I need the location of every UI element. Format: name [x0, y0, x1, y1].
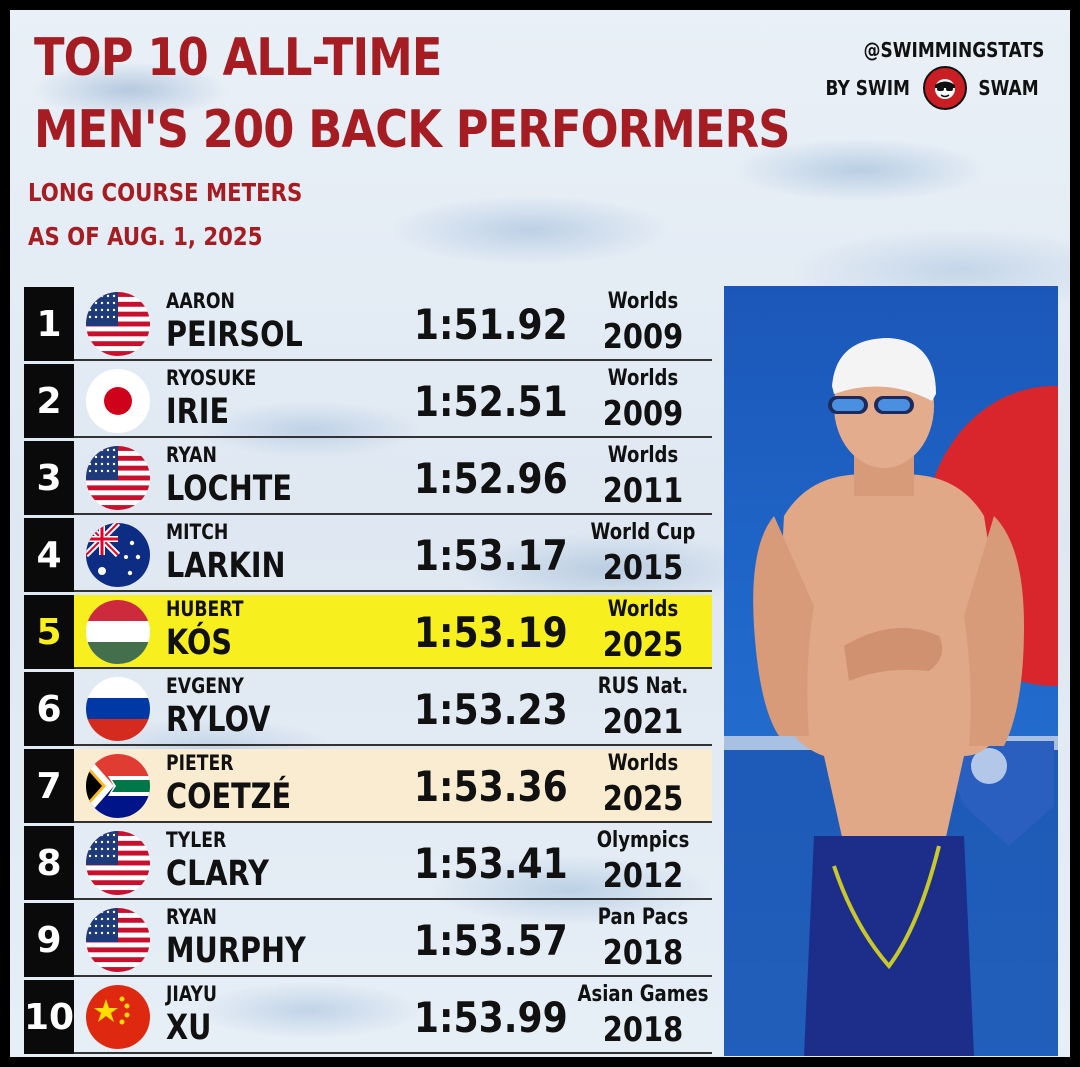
swim-time: 1:53.41	[413, 839, 568, 888]
table-row: 5 HUBERT KÓS 1:53.19 Worlds 2025	[24, 595, 712, 669]
first-name: TYLER	[166, 828, 227, 852]
meet-year: 2025	[602, 779, 684, 819]
meet-year: 2021	[602, 702, 684, 742]
meet-year: 2009	[602, 317, 684, 357]
last-name: CLARY	[166, 854, 269, 894]
first-name: RYAN	[166, 905, 217, 929]
table-row: 9 RYAN MURPHY 1:53.57 Pan Pacs 2018	[24, 903, 712, 977]
table-row: 6 EVGENY RYLOV 1:53.23 RUS Nat. 2021	[24, 672, 712, 746]
last-name: COETZÉ	[166, 777, 292, 817]
table-row: 4 MITCH LARKIN 1:53.17 World Cup 2015	[24, 518, 712, 592]
rank-number: 2	[24, 364, 74, 438]
meet-name: Worlds	[607, 443, 679, 468]
rank-number: 4	[24, 518, 74, 592]
rank-number: 8	[24, 826, 74, 900]
rank-number: 7	[24, 749, 74, 823]
last-name: XU	[166, 1008, 212, 1048]
meet-name: World Cup	[590, 520, 696, 545]
last-name: RYLOV	[166, 700, 271, 740]
table-row: 8 TYLER CLARY 1:53.41 Olympics 2012	[24, 826, 712, 900]
table-row: 2 RYOSUKE IRIE 1:52.51 Worlds 2009	[24, 364, 712, 438]
swim-time: 1:53.36	[413, 762, 568, 811]
swim-time: 1:53.17	[413, 531, 568, 580]
meet-year: 2009	[602, 394, 684, 434]
hungary-flag-icon	[86, 600, 150, 664]
usa-flag-icon	[86, 446, 150, 510]
title-line-2: MEN'S 200 BACK PERFORMERS	[34, 100, 790, 160]
meet-name: Olympics	[596, 828, 690, 853]
china-flag-icon	[86, 985, 150, 1049]
last-name: MURPHY	[166, 931, 306, 971]
rank-number: 9	[24, 903, 74, 977]
title-line-1: TOP 10 ALL-TIME	[34, 28, 442, 88]
subtitle-course: LONG COURSE METERS	[28, 178, 303, 207]
meet-year: 2012	[602, 856, 684, 896]
australia-flag-icon	[86, 523, 150, 587]
rank-number: 5	[24, 595, 74, 669]
last-name: LOCHTE	[166, 469, 292, 509]
rank-number: 6	[24, 672, 74, 746]
meet-name: Pan Pacs	[597, 905, 689, 930]
swim-time: 1:51.92	[413, 300, 568, 349]
brand-block: @SWIMMINGSTATS BY SWIM SWAM	[818, 34, 1044, 110]
meet-year: 2018	[602, 1010, 684, 1050]
meet-name: Worlds	[607, 597, 679, 622]
meet-year: 2025	[602, 625, 684, 665]
meet-name: RUS Nat.	[597, 674, 689, 699]
swim-time: 1:53.99	[413, 993, 568, 1042]
swimmer-photo	[724, 286, 1058, 1056]
usa-flag-icon	[86, 908, 150, 972]
meet-year: 2015	[602, 548, 684, 588]
swim-time: 1:53.23	[413, 685, 568, 734]
last-name: PEIRSOL	[166, 315, 303, 355]
swimswam-logo-icon	[923, 66, 968, 110]
rank-number: 1	[24, 287, 74, 361]
swim-time: 1:53.19	[413, 608, 568, 657]
table-row: 3 RYAN LOCHTE 1:52.96 Worlds 2011	[24, 441, 712, 515]
rankings-table: 1 AARON PEIRSOL 1:51.92 Worlds 2009 2 RYOSUKE IR…	[24, 287, 712, 1057]
first-name: RYOSUKE	[166, 366, 257, 390]
meet-year: 2011	[602, 471, 684, 511]
rank-number: 3	[24, 441, 74, 515]
first-name: AARON	[166, 289, 235, 313]
meet-name: Worlds	[607, 366, 679, 391]
first-name: RYAN	[166, 443, 217, 467]
table-row: 10 JIAYU XU 1:53.99 Asian Games 2018	[24, 980, 712, 1054]
table-row: 1 AARON PEIRSOL 1:51.92 Worlds 2009	[24, 287, 712, 361]
first-name: PIETER	[166, 751, 234, 775]
meet-name: Asian Games	[577, 982, 709, 1007]
last-name: LARKIN	[166, 546, 286, 586]
first-name: MITCH	[166, 520, 229, 544]
last-name: KÓS	[166, 623, 233, 663]
japan-flag-icon	[86, 369, 150, 433]
infographic: TOP 10 ALL-TIME MEN'S 200 BACK PERFORMER…	[10, 10, 1070, 1057]
brand-handle: @SWIMMINGSTATS	[863, 38, 1044, 62]
meet-year: 2018	[602, 933, 684, 973]
meet-name: Worlds	[607, 751, 679, 776]
brand-swam: SWAM	[978, 76, 1039, 100]
meet-name: Worlds	[607, 289, 679, 314]
russia-flag-icon	[86, 677, 150, 741]
table-row: 7 PIETER COETZÉ 1:53.36 Worlds 2025	[24, 749, 712, 823]
usa-flag-icon	[86, 831, 150, 895]
brand-by: BY SWIM	[825, 76, 910, 100]
swim-time: 1:52.51	[413, 377, 568, 426]
swim-time: 1:53.57	[413, 916, 568, 965]
usa-flag-icon	[86, 292, 150, 356]
first-name: HUBERT	[166, 597, 244, 621]
first-name: JIAYU	[166, 982, 217, 1006]
rank-number: 10	[24, 980, 74, 1054]
first-name: EVGENY	[166, 674, 244, 698]
south-africa-flag-icon	[86, 754, 150, 818]
swim-time: 1:52.96	[413, 454, 568, 503]
last-name: IRIE	[166, 392, 230, 432]
subtitle-date: AS OF AUG. 1, 2025	[28, 222, 263, 251]
